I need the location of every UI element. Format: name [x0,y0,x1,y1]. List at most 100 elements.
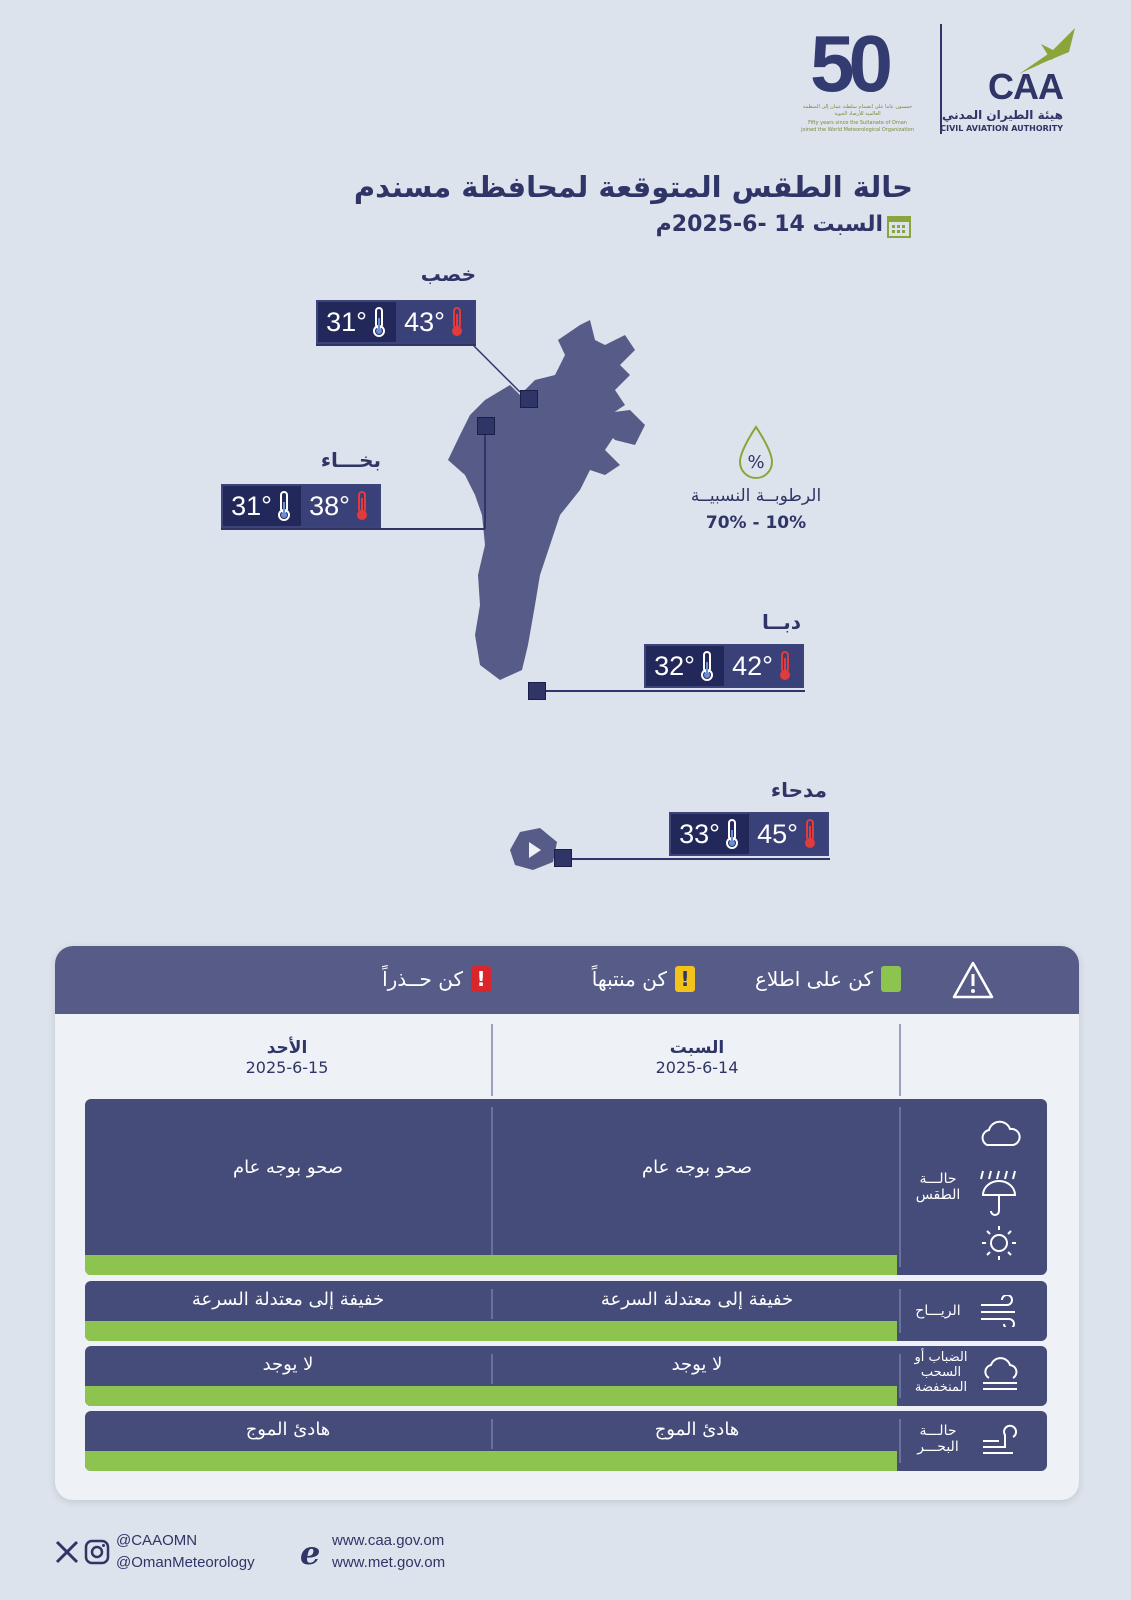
min-temp-cell: 31° [318,302,396,342]
alert-level-bar [85,1321,897,1341]
leader-line [535,690,805,692]
forecast-row-sea: هادئ الموج هادئ الموج حالـــة البحـــر [85,1411,1047,1471]
caa-english-name: CIVIL AVIATION AUTHORITY [940,124,1063,133]
plane-icon [1019,28,1075,74]
thermometer-cold-icon [725,819,738,849]
website-met[interactable]: www.met.gov.om [332,1554,446,1571]
saturday-value: صحو بوجه عام [641,1157,753,1178]
temperature-box: 33° 45° [669,812,829,856]
legend-be-aware: كن على اطلاع [755,966,901,992]
cell-separator [491,1419,493,1449]
forecast-row-weather: صحو بوجه عام صحو بوجه عام حالـــة الطقس [85,1099,1047,1275]
leader-line [316,344,476,346]
cloud-icon [981,1120,1021,1146]
max-temp: 43° [404,306,445,337]
city-name: خصب [420,262,476,286]
forecast-date: السبت 14 -6-2025م [655,212,883,237]
red-exclamation-icon: ! [471,966,491,992]
saturday-value: لا يوجد [671,1354,723,1375]
forecast-panel: كن على اطلاع ! كن منتبهاً ! كن حــذراً ا… [55,946,1079,1500]
cell-separator [899,1354,901,1398]
alert-level-bar [85,1255,897,1275]
caa-arabic-name: هيئة الطيران المدني [941,108,1063,122]
page-title: حالة الطقس المتوقعة لمحافظة مسندم [353,170,913,204]
max-temp-cell: 42° [724,646,802,686]
website-caa[interactable]: www.caa.gov.om [332,1532,445,1549]
legend-label: كن على اطلاع [754,967,873,991]
row-label: الريـــاح [915,1303,961,1319]
max-temp-cell: 43° [396,302,474,342]
sunday-value: خفيفة إلى معتدلة السرعة [191,1289,385,1310]
day-name: الأحد [266,1038,308,1058]
thermometer-cold-icon [277,491,290,521]
social-handle-met[interactable]: @OmanMeteorology [116,1554,255,1571]
min-temp-cell: 32° [646,646,724,686]
forecast-row-wind: خفيفة إلى معتدلة السرعة خفيفة إلى معتدلة… [85,1281,1047,1341]
min-temp-cell: 33° [671,814,749,854]
column-separator [491,1024,493,1096]
max-temp: 42° [732,650,773,681]
sea-wave-icon [983,1424,1018,1454]
max-temp: 45° [757,818,798,849]
legend-label: كن منتبهاً [591,967,667,991]
saturday-value: هادئ الموج [654,1419,740,1440]
alert-legend: كن على اطلاع ! كن منتبهاً ! كن حــذراً [55,946,1079,1014]
temperature-box: 31° 43° [316,300,476,344]
thermometer-hot-icon [451,307,462,336]
city-name: مدحاء [770,778,827,802]
day-date: 2025-6-15 [245,1058,329,1077]
fifty-number: 50 [810,19,893,108]
logo-divider [940,24,942,134]
min-temp: 32° [654,650,695,681]
instagram-icon[interactable] [84,1539,110,1565]
fifty-caption-en: Fifty years since the Sultanate of Oman … [801,120,914,133]
madha-marker [554,849,572,867]
alert-level-bar [85,1386,897,1406]
sunday-value: هادئ الموج [245,1419,331,1440]
umbrella-rain-icon [980,1170,1017,1216]
min-temp: 33° [679,818,720,849]
caa-logo: CAA هيئة الطيران المدني CIVIL AVIATION A… [940,24,1081,134]
row-label: حالـــة الطقس [915,1171,961,1203]
sun-icon [982,1226,1016,1260]
fog-icon [983,1357,1018,1390]
min-temp: 31° [326,306,367,337]
bukha-marker [477,417,495,435]
column-separator [899,1024,901,1096]
day-header-saturday: السبت 2025-6-14 [495,1038,899,1077]
day-name: السبت [669,1038,725,1058]
social-handle-caa[interactable]: @CAAOMN [116,1532,198,1549]
fifty-caption-ar: خمسون عاما على انضمام سلطنة عمان إلى الم… [802,104,913,117]
thermometer-hot-icon [804,819,815,848]
row-label: الضباب أو السحب المنخفضة [914,1350,968,1395]
green-square-icon [881,966,901,992]
alert-level-bar [85,1451,897,1471]
dibba-marker [528,682,546,700]
thermometer-cold-icon [700,651,713,681]
row-label: حالـــة البحـــر [917,1423,959,1455]
max-temp-cell: 45° [749,814,827,854]
humidity-value: 70% - 10% [705,513,807,533]
fifty-years-logo: 50 خمسون عاما على انضمام سلطنة عمان إلى … [800,24,920,134]
max-temp: 38° [309,490,350,521]
min-temp: 31° [231,490,272,521]
sunday-value: لا يوجد [262,1354,314,1375]
humidity-label: الرطوبــة النسبيــة [690,486,822,506]
cell-separator [899,1289,901,1333]
legend-be-alert: ! كن منتبهاً [592,966,695,992]
calendar-icon [887,216,911,238]
wind-icon [981,1295,1015,1327]
thermometer-hot-icon [356,491,367,520]
leader-line [221,528,485,530]
cell-separator [899,1419,901,1463]
legend-be-careful: ! كن حــذراً [382,966,491,992]
madha-enclave-map [510,828,557,870]
web-e-icon: e [300,1536,320,1568]
leader-line [562,858,830,860]
min-temp-cell: 31° [223,486,301,526]
khasab-marker [520,390,538,408]
caa-letters: CAA [988,66,1064,107]
svg-text:%: % [747,452,764,473]
temperature-box: 32° 42° [644,644,804,688]
x-twitter-icon[interactable] [54,1539,80,1565]
